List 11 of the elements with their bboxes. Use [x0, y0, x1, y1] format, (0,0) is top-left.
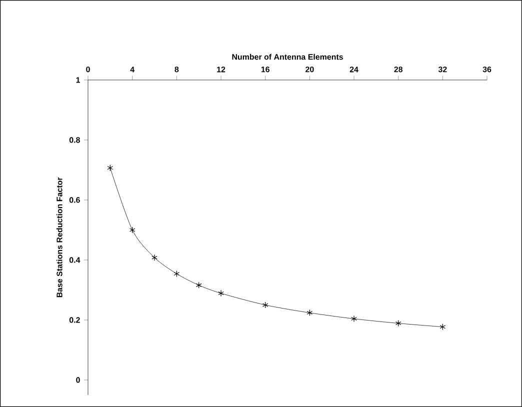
point — [306, 309, 313, 316]
point — [218, 290, 224, 297]
point — [174, 270, 180, 278]
point — [351, 315, 357, 322]
point — [107, 164, 114, 172]
point — [129, 226, 136, 234]
point — [395, 320, 402, 327]
point — [196, 282, 202, 288]
point — [152, 254, 158, 261]
point — [262, 302, 268, 308]
point — [440, 324, 446, 330]
